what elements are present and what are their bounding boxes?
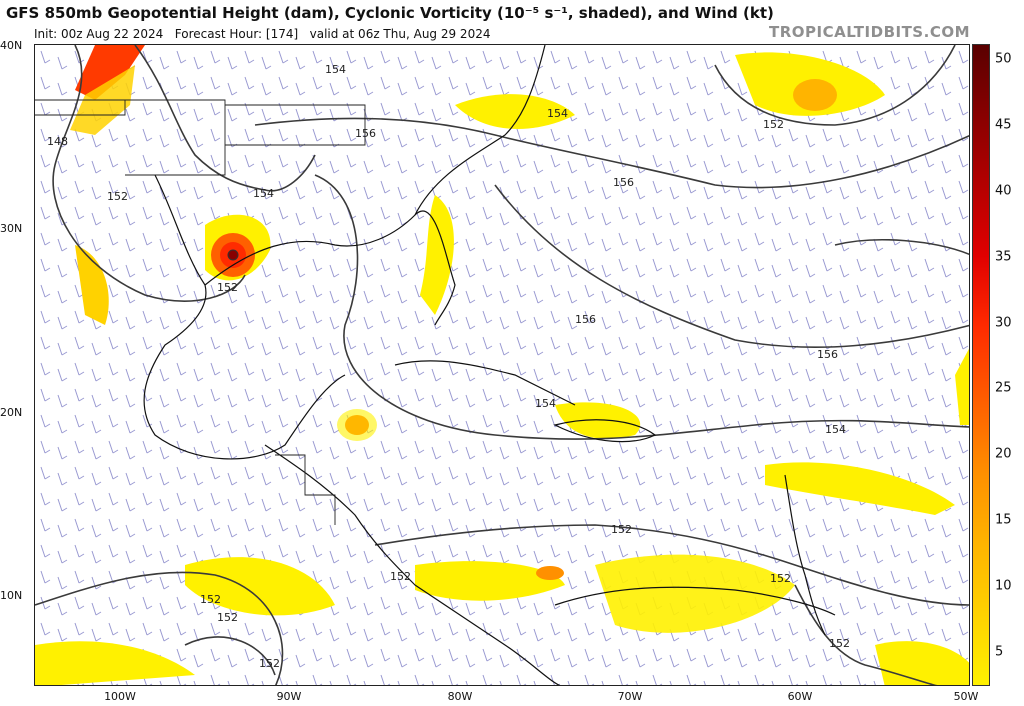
east-coast [414, 45, 546, 216]
map-canvas: 148 152 154 156 154 156 154 152 152 156 … [35, 45, 969, 685]
contour-label: 152 [829, 637, 850, 650]
colorbar-tick-label: 20 [995, 446, 1012, 462]
forecast-hour: Forecast Hour: [174] [174, 27, 299, 41]
contour-label: 148 [47, 135, 68, 148]
contour-152-pacific [35, 571, 284, 685]
lon-label-70w: 70W [617, 690, 643, 703]
colorbar-tick-label: 10 [995, 578, 1012, 594]
lesser-antilles [784, 474, 826, 636]
contour-label: 154 [825, 423, 846, 436]
map-title: GFS 850mb Geopotential Height (dam), Cyc… [6, 4, 774, 22]
lon-label-50w: 50W [953, 690, 979, 703]
contour-label: 154 [253, 187, 274, 200]
coastlines [35, 45, 836, 685]
colorbar-tick-label: 5 [995, 644, 1004, 660]
map-panel: 148 152 154 156 154 156 154 152 152 156 … [34, 44, 970, 686]
contour-154-northeast [714, 45, 956, 126]
contour-152-southeast [794, 584, 938, 685]
contour-label: 156 [613, 176, 634, 189]
map-subtitle: Init: 00z Aug 22 2024 Forecast Hour: [17… [34, 27, 490, 41]
colorbar-tick-label: 45 [995, 117, 1012, 133]
init-time: Init: 00z Aug 22 2024 [34, 27, 164, 41]
colorbar [972, 44, 990, 686]
state-borders [35, 99, 126, 116]
contour-label: 152 [611, 523, 632, 536]
contour-label: 156 [355, 127, 376, 140]
contour-156-north [254, 117, 969, 189]
colorbar-tick-label: 40 [995, 183, 1012, 199]
lat-label-20n: 20N [0, 406, 23, 419]
contour-label: 154 [535, 397, 556, 410]
contour-label: 156 [817, 348, 838, 361]
colorbar-tick-label: 30 [995, 315, 1012, 331]
contour-label: 152 [770, 572, 791, 585]
cuba-outline [394, 360, 576, 406]
contour-label: 152 [107, 190, 128, 203]
florida-coast [204, 210, 456, 326]
contour-156-atlantic [494, 184, 969, 348]
colorbar-tick-label: 35 [995, 249, 1012, 265]
contour-154-caribbean [314, 174, 969, 440]
vorticity-max-northwest [75, 45, 145, 100]
contour-label: 154 [547, 107, 568, 120]
hispaniola-outline [553, 419, 657, 443]
contour-label: 152 [200, 593, 221, 606]
central-america-coast [264, 444, 561, 685]
contour-152-south [374, 524, 969, 606]
valid-time: valid at 06z Thu, Aug 29 2024 [309, 27, 491, 41]
colorbar-tick-label: 25 [995, 380, 1012, 396]
colorbar-tick-label: 50 [995, 51, 1012, 67]
lon-label-80w: 80W [447, 690, 473, 703]
lat-label-10n: 10N [0, 589, 23, 602]
contour-label-group: 148 152 154 156 154 156 154 152 152 156 … [47, 63, 850, 670]
contour-154-gulf [134, 45, 316, 192]
contour-label: 152 [390, 570, 411, 583]
yucatan-borders [275, 454, 336, 525]
lat-label-40n: 40N [0, 39, 23, 52]
contour-fragment-east [834, 239, 969, 256]
contour-152-inner [184, 636, 276, 676]
contour-label: 152 [259, 657, 280, 670]
gulf-coast [143, 174, 346, 460]
lon-label-90w: 90W [276, 690, 302, 703]
vorticity-shading [35, 45, 969, 685]
lat-label-30n: 30N [0, 222, 23, 235]
colorbar-tick-label: 15 [995, 512, 1012, 528]
contour-label: 152 [217, 611, 238, 624]
site-watermark: TROPICALTIDBITS.COM [769, 23, 970, 41]
contour-label: 154 [325, 63, 346, 76]
contour-label: 152 [763, 118, 784, 131]
lon-label-60w: 60W [787, 690, 813, 703]
lon-label-100w: 100W [104, 690, 136, 703]
contour-label: 156 [575, 313, 596, 326]
height-contours [35, 45, 969, 685]
south-america-coast [554, 586, 836, 616]
contour-label: 152 [217, 281, 238, 294]
contour-152-west [52, 45, 246, 302]
